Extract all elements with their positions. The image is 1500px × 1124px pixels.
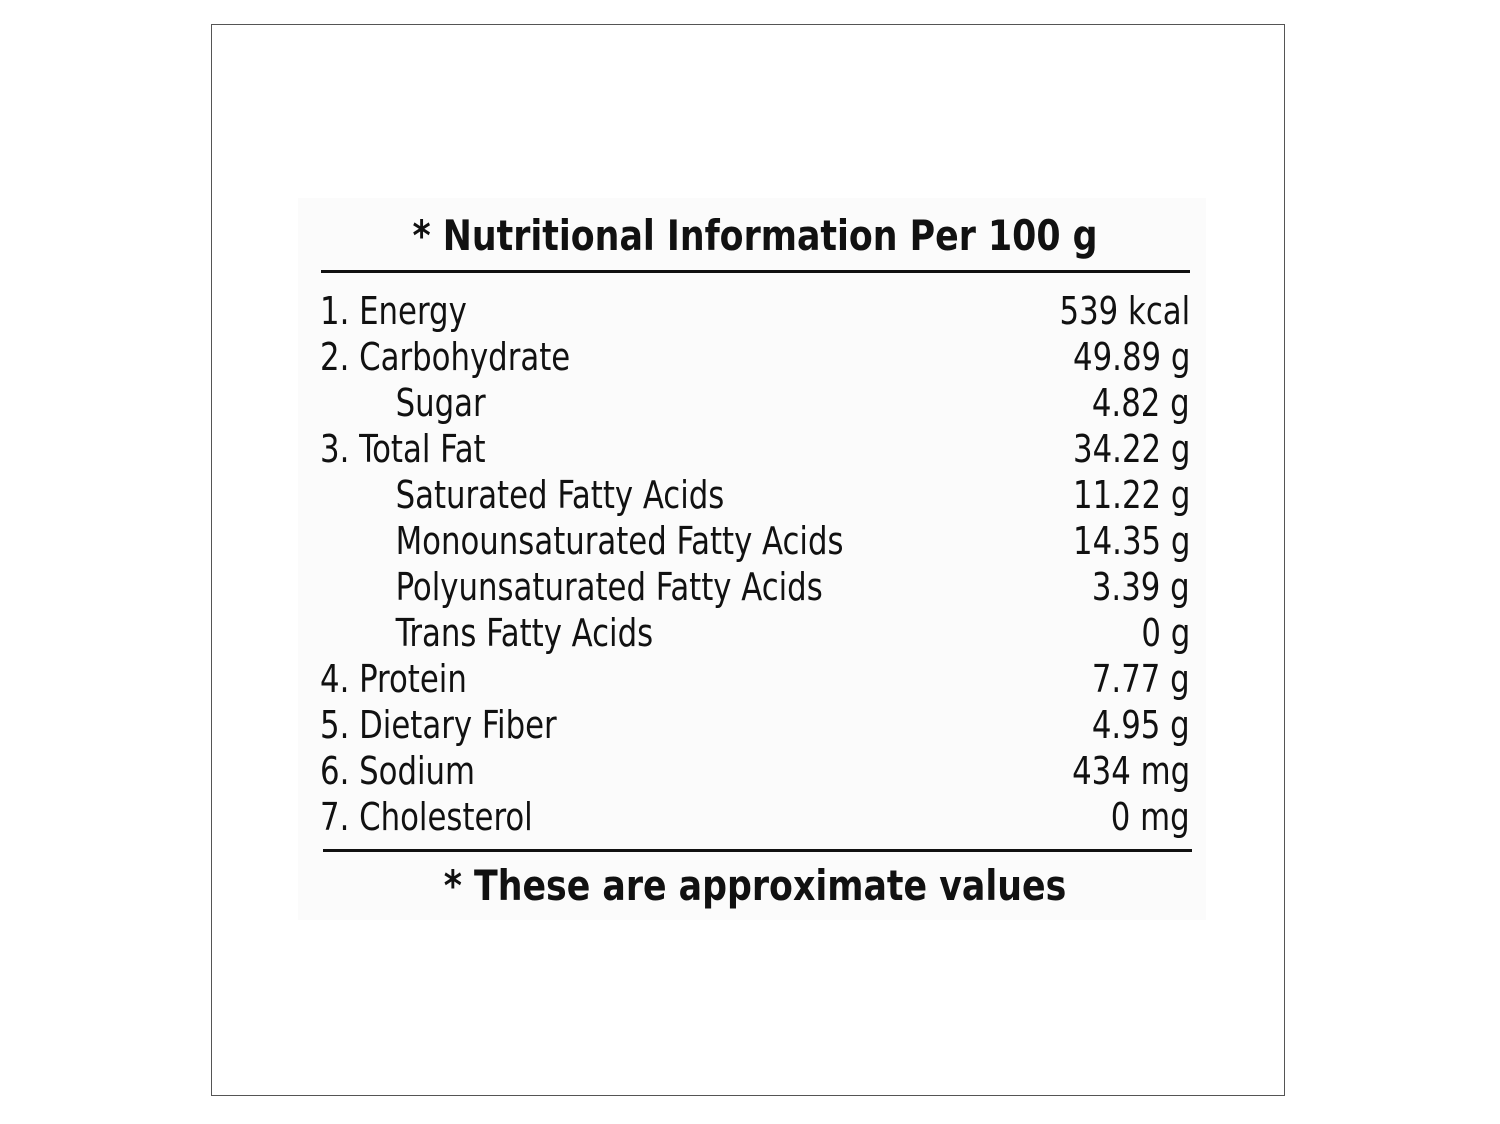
nutrient-value: 0 g xyxy=(1141,611,1190,655)
nutrient-row-polyunsaturated-fat: Polyunsaturated Fatty Acids 3.39 g xyxy=(320,564,1190,610)
nutrient-label: Polyunsaturated Fatty Acids xyxy=(395,565,823,609)
nutrient-list: 1. Energy 539 kcal 2. Carbohydrate 49.89… xyxy=(320,288,1190,840)
nutrient-label: Sugar xyxy=(395,381,486,425)
nutrient-row-cholesterol: 7. Cholesterol 0 mg xyxy=(320,794,1190,840)
nutrient-label: 2. Carbohydrate xyxy=(320,335,571,379)
nutrient-value: 539 kcal xyxy=(1059,289,1190,333)
nutrient-value: 434 mg xyxy=(1072,749,1190,793)
nutrient-value: 7.77 g xyxy=(1092,657,1190,701)
nutrient-value: 0 mg xyxy=(1111,795,1190,839)
nutrient-value: 3.39 g xyxy=(1092,565,1190,609)
nutrient-row-sodium: 6. Sodium 434 mg xyxy=(320,748,1190,794)
nutrient-value: 34.22 g xyxy=(1072,427,1190,471)
nutrient-row-total-fat: 3. Total Fat 34.22 g xyxy=(320,426,1190,472)
nutrition-title: * Nutritional Information Per 100 g xyxy=(412,211,1098,260)
nutrient-row-sugar: Sugar 4.82 g xyxy=(320,380,1190,426)
nutrient-value: 49.89 g xyxy=(1072,335,1190,379)
nutrient-row-protein: 4. Protein 7.77 g xyxy=(320,656,1190,702)
nutrient-label: 5. Dietary Fiber xyxy=(320,703,557,747)
nutrient-row-carbohydrate: 2. Carbohydrate 49.89 g xyxy=(320,334,1190,380)
nutrient-label: 4. Protein xyxy=(320,657,467,701)
top-divider xyxy=(321,270,1190,273)
nutrient-label: Monounsaturated Fatty Acids xyxy=(395,519,844,563)
approximate-values-footnote: * These are approximate values xyxy=(443,861,1067,910)
nutrient-label: Trans Fatty Acids xyxy=(395,611,654,655)
nutrient-value: 14.35 g xyxy=(1072,519,1190,563)
nutrient-label: 1. Energy xyxy=(320,289,467,333)
nutrient-label: 3. Total Fat xyxy=(320,427,486,471)
nutrient-row-monounsaturated-fat: Monounsaturated Fatty Acids 14.35 g xyxy=(320,518,1190,564)
nutrient-value: 4.82 g xyxy=(1092,381,1190,425)
nutrient-row-saturated-fat: Saturated Fatty Acids 11.22 g xyxy=(320,472,1190,518)
bottom-divider xyxy=(323,849,1192,852)
nutrient-label: 6. Sodium xyxy=(320,749,476,793)
nutrient-value: 4.95 g xyxy=(1092,703,1190,747)
image-frame xyxy=(211,24,1285,1096)
nutrient-row-energy: 1. Energy 539 kcal xyxy=(320,288,1190,334)
nutrient-label: Saturated Fatty Acids xyxy=(395,473,725,517)
nutrient-row-trans-fat: Trans Fatty Acids 0 g xyxy=(320,610,1190,656)
nutrient-row-dietary-fiber: 5. Dietary Fiber 4.95 g xyxy=(320,702,1190,748)
nutrition-panel xyxy=(298,198,1206,920)
nutrient-label: 7. Cholesterol xyxy=(320,795,533,839)
nutrient-value: 11.22 g xyxy=(1072,473,1190,517)
